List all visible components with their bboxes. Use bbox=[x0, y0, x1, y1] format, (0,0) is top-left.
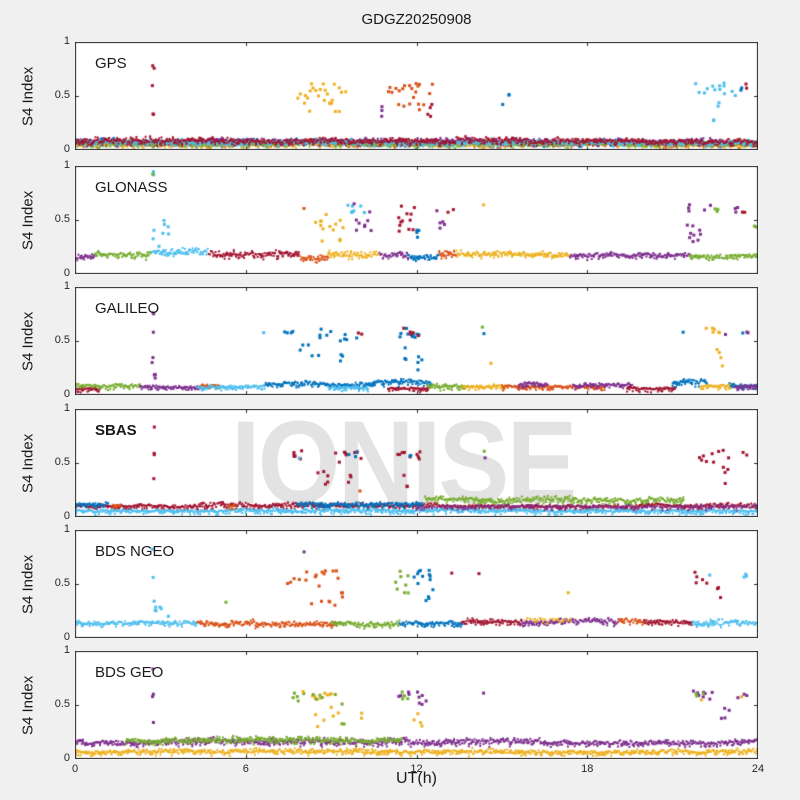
y-tick-label: 0 bbox=[63, 752, 70, 764]
y-tick-label: 1 bbox=[63, 280, 70, 292]
y-axis-label: S4 Index bbox=[19, 554, 37, 614]
y-tick-label: 0.5 bbox=[54, 89, 70, 101]
y-tick-label: 1 bbox=[63, 159, 70, 171]
y-tick-label: 0.5 bbox=[54, 577, 70, 589]
scatter-canvas-gps bbox=[75, 42, 758, 150]
scatter-canvas-glonass bbox=[75, 166, 758, 274]
panel-sbas: SBAS S4 Index 0 0.5 1 bbox=[20, 402, 758, 522]
y-tick-label: 1 bbox=[63, 35, 70, 47]
panel-label-galileo: GALILEO bbox=[95, 300, 160, 317]
panel-label-bds-ngeo: BDS NGEO bbox=[95, 543, 175, 560]
y-tick-label: 0.5 bbox=[54, 456, 70, 468]
y-axis-label: S4 Index bbox=[19, 66, 37, 126]
panel-bds-ngeo: BDS NGEO S4 Index 0 0.5 1 bbox=[20, 523, 758, 643]
y-tick-label: 0 bbox=[63, 510, 70, 522]
panel-label-sbas: SBAS bbox=[95, 422, 137, 439]
x-tick-label: 0 bbox=[71, 763, 79, 775]
y-tick-label: 0.5 bbox=[54, 213, 70, 225]
scatter-canvas-sbas bbox=[75, 409, 758, 517]
x-tick-label: 24 bbox=[751, 763, 765, 775]
scatter-canvas-galileo bbox=[75, 287, 758, 395]
y-tick-label: 1 bbox=[63, 402, 70, 414]
y-axis-label: S4 Index bbox=[19, 311, 37, 371]
x-tick-label: 6 bbox=[242, 763, 249, 775]
panel-glonass: GLONASS S4 Index 0 0.5 1 bbox=[20, 159, 758, 279]
y-tick-label: 1 bbox=[63, 644, 70, 656]
y-tick-label: 0 bbox=[63, 631, 70, 643]
scatter-canvas-bds-geo bbox=[75, 651, 758, 759]
panel-gps: GPS S4 Index 0 0.5 1 bbox=[20, 35, 758, 155]
scatter-canvas-bds-ngeo bbox=[75, 530, 758, 638]
y-tick-label: 0 bbox=[63, 143, 70, 155]
panel-label-gps: GPS bbox=[95, 55, 127, 72]
x-axis-label: UT(h) bbox=[396, 770, 437, 787]
panel-galileo: GALILEO S4 Index 0 0.5 1 bbox=[20, 280, 758, 400]
y-tick-label: 0.5 bbox=[54, 334, 70, 346]
chart-title: GDGZ20250908 bbox=[361, 11, 472, 28]
y-tick-label: 0 bbox=[63, 388, 70, 400]
y-tick-label: 1 bbox=[63, 523, 70, 535]
y-tick-label: 0 bbox=[63, 267, 70, 279]
panel-label-glonass: GLONASS bbox=[95, 179, 168, 196]
y-axis-label: S4 Index bbox=[19, 675, 37, 735]
y-axis-label: S4 Index bbox=[19, 433, 37, 493]
panel-bds-geo: BDS GEO S4 Index 0 0.5 1 0 6 12 18 24 bbox=[20, 644, 765, 775]
x-tick-label: 18 bbox=[581, 763, 594, 775]
panel-label-bds-geo: BDS GEO bbox=[95, 664, 164, 681]
y-axis-label: S4 Index bbox=[19, 190, 37, 250]
y-tick-label: 0.5 bbox=[54, 698, 70, 710]
x-tick-label: 12 bbox=[410, 763, 423, 775]
